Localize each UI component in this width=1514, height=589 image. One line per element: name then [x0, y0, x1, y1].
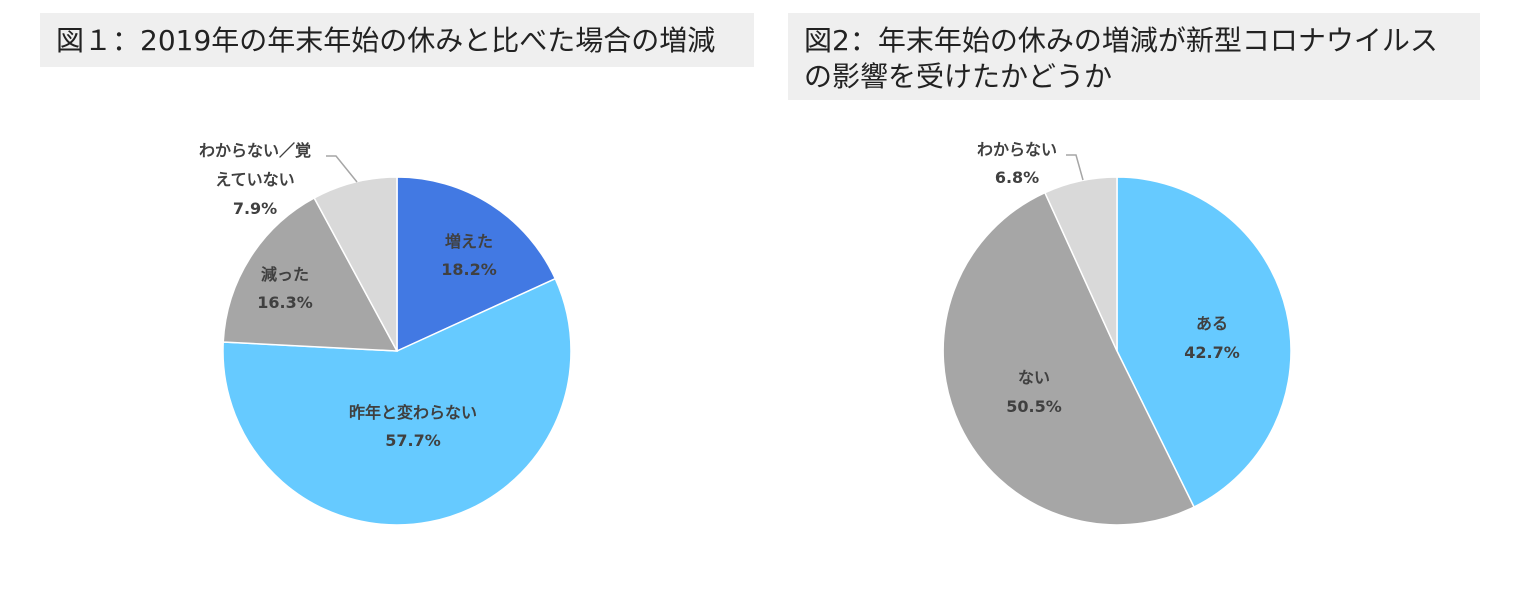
chart2-title: 図2：年末年始の休みの増減が新型コロナウイルス の影響を受けたかどうか [788, 13, 1480, 100]
pie2-slice-label-2: わからない [977, 140, 1057, 159]
pie1-slice-label-3: えていない [215, 170, 294, 189]
pie2-slice-value-1: 50.5% [1006, 397, 1062, 416]
pie1-slice-label-3: わからない／覚 [199, 141, 311, 160]
pie1-slice-0 [396, 176, 557, 353]
pie1-leader-line-3 [326, 155, 358, 183]
chart2-title-line1: 図2：年末年始の休みの増減が新型コロナウイルス [804, 24, 1438, 57]
pie1-slice-1 [222, 277, 572, 526]
chart2-title-line2: の影響を受けたかどうか [804, 60, 1113, 93]
pie1-slice-label-0: 増えた [445, 232, 493, 251]
pie2-slice-1 [942, 191, 1196, 526]
pie1-slice-3 [313, 176, 398, 352]
pie2-slice-label-1: ない [1018, 368, 1050, 387]
pie1-slice-label-2: 減った [261, 265, 309, 284]
pie2-slice-label-0: ある [1196, 314, 1228, 333]
pie-chart-1: 増えた 18.2% 昨年と変わらない 57.7% 減った 16.3% わからない／覚えていな… [199, 141, 572, 526]
pie1-slice-2 [222, 196, 399, 352]
pie2-slice-value-2: 6.8% [995, 168, 1039, 187]
pie-chart-2: ある 42.7% ない 50.5% わからない 6.8% [942, 140, 1292, 526]
chart1-title: 図１：2019年の年末年始の休みと比べた場合の増減 [40, 13, 754, 67]
pie1-slice-value-0: 18.2% [441, 260, 497, 279]
pie1-slice-value-1: 57.7% [385, 431, 441, 450]
pie2-slice-0 [1116, 176, 1292, 509]
pie1-slice-value-3: 7.9% [233, 199, 277, 218]
pie2-slice-2 [1043, 176, 1118, 352]
pie1-slice-value-2: 16.3% [257, 293, 313, 312]
pie2-leader-line-2 [1066, 154, 1084, 181]
pie1-slice-label-1: 昨年と変わらない [349, 403, 477, 422]
pie2-slice-value-0: 42.7% [1184, 343, 1240, 362]
